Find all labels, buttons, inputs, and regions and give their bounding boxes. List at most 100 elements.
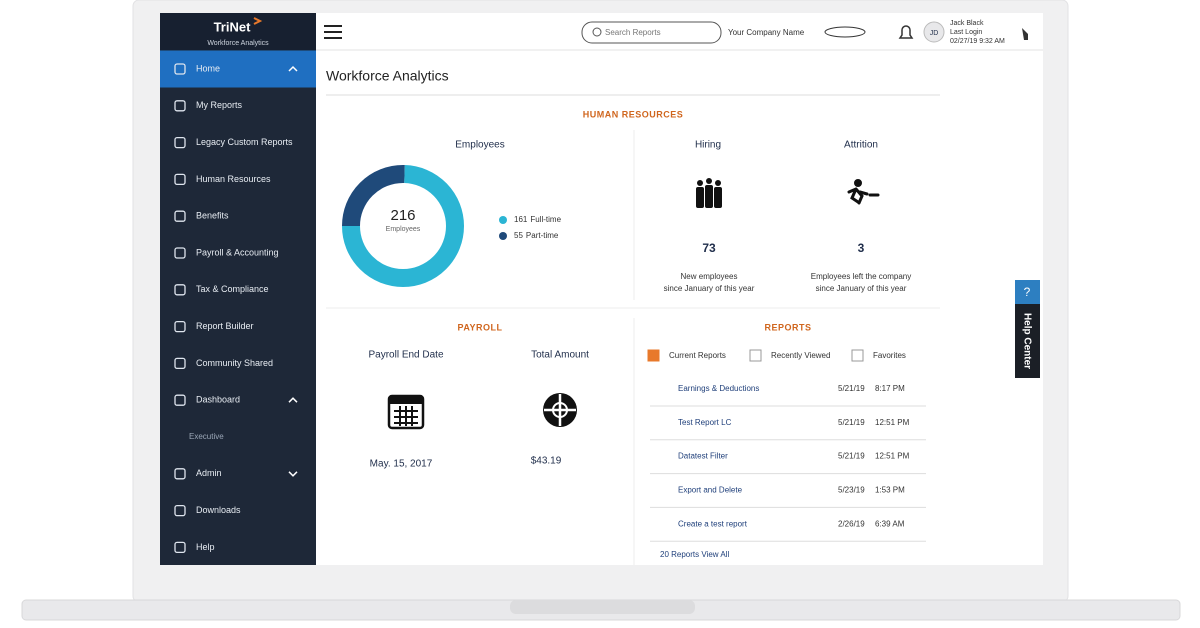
avatar-initials: JD	[930, 30, 939, 37]
user-name: Jack Black	[950, 20, 984, 27]
report-time: 6:39 AM	[875, 519, 905, 528]
menu-icon	[174, 100, 186, 112]
menu-icon	[174, 504, 186, 517]
menu-item[interactable]: Community Shared	[196, 358, 273, 368]
help-tab[interactable]	[1015, 304, 1040, 378]
page-title: Workforce Analytics	[326, 68, 449, 84]
menu-item[interactable]: Tax & Compliance	[196, 284, 269, 294]
company-name: Your Company Name	[728, 28, 805, 37]
laptop-notch	[510, 600, 695, 614]
report-name[interactable]: Create a test report	[678, 519, 748, 528]
chevron	[288, 65, 298, 72]
menu-icon	[174, 247, 186, 259]
menu-icon	[174, 210, 186, 222]
stat-value: 3	[858, 241, 865, 255]
tab-checkbox[interactable]	[647, 349, 660, 362]
help-label: Help Center	[1021, 313, 1032, 369]
menu-item[interactable]: My Reports	[196, 100, 243, 110]
legend-label: 55 Part-time	[514, 231, 559, 240]
bell-icon[interactable]	[898, 25, 914, 39]
section-title: REPORTS	[764, 322, 811, 332]
legend-label: 161 Full-time	[514, 215, 562, 224]
menu-icon	[174, 173, 186, 186]
menu-item[interactable]: Help	[196, 542, 215, 552]
section-title: PAYROLL	[457, 322, 502, 332]
chevron	[288, 471, 298, 477]
menu-item[interactable]: Home	[196, 63, 220, 73]
money-icon	[543, 393, 577, 427]
reports-footer[interactable]: 20 Reports View All	[660, 550, 729, 559]
donut-chart: 161 Full-time 55 Part-time	[342, 165, 562, 287]
user-line: Last Login	[950, 29, 982, 36]
stat-caption: since January of this year	[816, 284, 907, 293]
help-tab-top[interactable]	[1015, 280, 1040, 304]
menu-item[interactable]: Executive	[189, 432, 224, 441]
report-date: 5/21/19	[838, 452, 865, 461]
report-date: 5/21/19	[838, 384, 865, 393]
report-time: 8:17 PM	[875, 384, 905, 393]
menu-item[interactable]: Payroll & Accounting	[196, 247, 279, 257]
tab-checkbox[interactable]	[749, 349, 762, 362]
report-time: 1:53 PM	[875, 486, 905, 495]
menu-item[interactable]: Dashboard	[196, 395, 240, 405]
search-icon	[592, 27, 602, 37]
stat-value: 73	[702, 241, 716, 255]
menu-item-active[interactable]	[160, 50, 316, 88]
report-time: 12:51 PM	[875, 452, 910, 461]
search-box[interactable]	[581, 21, 722, 44]
donut-total-label: Employees	[386, 226, 421, 233]
card-title: Employees	[455, 140, 504, 151]
stat-caption: Employees left the company	[811, 272, 912, 281]
report-time: 12:51 PM	[875, 418, 910, 427]
menu-icon	[174, 357, 186, 370]
hamburger[interactable]	[324, 25, 342, 39]
sidebar-header	[160, 13, 316, 50]
payroll-total: $43.19	[531, 456, 562, 467]
calendar-icon	[387, 394, 425, 430]
donut-total: 216	[390, 207, 415, 224]
report-name[interactable]: Export and Delete	[678, 486, 743, 495]
menu-icon	[174, 136, 186, 149]
company-logo	[824, 26, 866, 38]
logo: TriNet	[214, 19, 252, 34]
menu-item[interactable]: Benefits	[196, 211, 229, 221]
logo-subtitle: Workforce Analytics	[207, 40, 269, 47]
report-date: 5/21/19	[838, 418, 865, 427]
user-line: 02/27/19 9:32 AM	[950, 38, 1005, 45]
pointer-icon	[1022, 28, 1028, 40]
card-title: Attrition	[844, 140, 878, 151]
menu-item[interactable]: Downloads	[196, 505, 241, 515]
logo-mark	[253, 17, 263, 25]
card-title: Payroll End Date	[368, 350, 443, 361]
legend-value: 55	[514, 231, 523, 240]
payroll-date: May. 15, 2017	[370, 459, 433, 470]
avatar[interactable]	[923, 21, 945, 43]
attrition-icon	[847, 179, 880, 205]
menu-item[interactable]: Human Resources	[196, 174, 271, 184]
search-placeholder: Search Reports	[605, 28, 661, 37]
tab-label[interactable]: Current Reports	[669, 351, 726, 360]
report-name[interactable]: Earnings & Deductions	[678, 384, 759, 393]
sidebar-menu: Home My Reports Legacy Custom Reports Human…	[160, 50, 316, 554]
card-title: Total Amount	[531, 350, 589, 361]
menu-item[interactable]: Admin	[196, 468, 222, 478]
menu-icon	[174, 320, 186, 333]
report-date: 5/23/19	[838, 486, 865, 495]
report-name[interactable]: Datatest Filter	[678, 452, 728, 461]
tab-label[interactable]: Favorites	[873, 351, 906, 360]
stat-caption: New employees	[681, 272, 738, 281]
menu-icon	[174, 468, 186, 480]
menu-item[interactable]: Report Builder	[196, 321, 254, 331]
legend-name: Full-time	[530, 215, 561, 224]
menu-item[interactable]: Legacy Custom Reports	[196, 137, 293, 147]
tab-checkbox[interactable]	[851, 349, 864, 362]
tab-label[interactable]: Recently Viewed	[771, 351, 830, 360]
legend-value: 161	[514, 215, 528, 224]
report-date: 2/26/19	[838, 519, 865, 528]
donut-segment	[342, 165, 464, 287]
legend-swatch	[499, 232, 507, 240]
report-name[interactable]: Test Report LC	[678, 418, 732, 427]
help-icon: ?	[1024, 285, 1031, 299]
reports-list: Current Reports Recently Viewed Favorites E…	[647, 349, 926, 542]
menu-icon	[174, 63, 186, 75]
